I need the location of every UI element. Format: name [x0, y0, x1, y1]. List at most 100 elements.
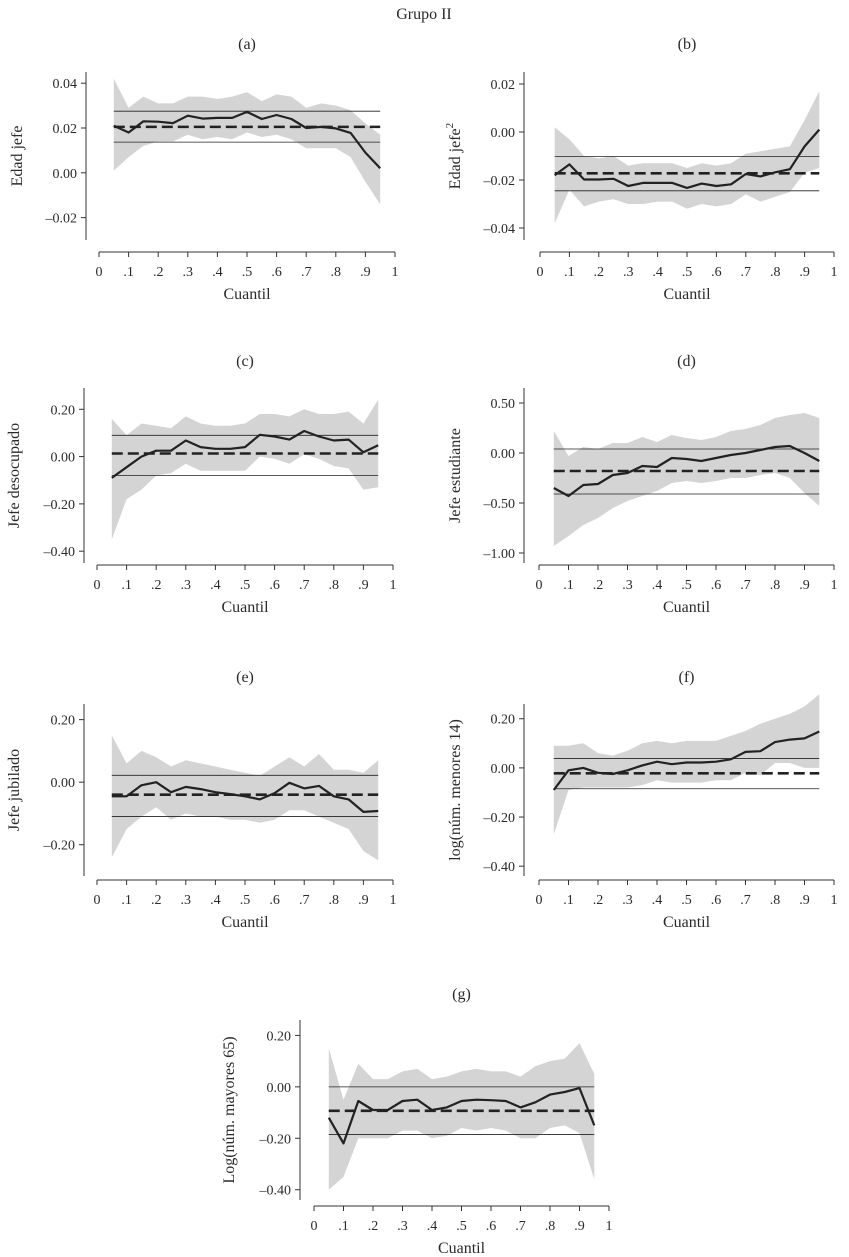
- y-axis-title: Edad jefe2: [444, 123, 464, 189]
- y-tick-label: –0.20: [43, 839, 76, 854]
- x-tick-label: .2: [593, 578, 604, 593]
- confidence-band: [111, 735, 379, 861]
- y-tick-label: –1.00: [483, 547, 516, 562]
- x-tick-label: .8: [770, 893, 781, 908]
- y-tick-label: –0.02: [483, 174, 516, 189]
- y-tick-label: –0.20: [259, 1132, 292, 1147]
- x-tick-label: .7: [299, 578, 310, 593]
- x-tick-label: 0: [311, 1219, 318, 1234]
- quantile-estimate-line: [553, 444, 820, 498]
- x-tick-label: .6: [711, 265, 722, 280]
- y-tick-label: 0.00: [53, 167, 78, 182]
- x-tick-label: .2: [594, 265, 605, 280]
- chart-panel: –0.04 –0.02 0.00 0.02 0 .1 .2 .3 .4 .5 .6 .7 .8 .9 1 Cu…: [444, 36, 838, 303]
- x-tick-label: 0: [94, 893, 101, 908]
- x-tick-label: .4: [210, 893, 221, 908]
- x-tick-label: 1: [831, 893, 838, 908]
- y-tick-label: 0.04: [53, 77, 78, 92]
- x-tick-label: .5: [456, 1219, 467, 1234]
- x-tick-label: .4: [427, 1219, 438, 1234]
- x-tick-label: .1: [338, 1219, 349, 1234]
- y-tick-label: 0.00: [491, 762, 516, 777]
- panel-label: (g): [452, 986, 471, 1003]
- confidence-band: [111, 399, 379, 540]
- y-tick-label: 0.02: [491, 78, 516, 93]
- y-axis-title: log(núm. menores 14): [447, 719, 464, 861]
- y-tick-label: 0.00: [267, 1081, 292, 1096]
- x-tick-label: .7: [301, 265, 312, 280]
- x-tick-label: .3: [397, 1219, 408, 1234]
- x-tick-label: 0: [94, 578, 101, 593]
- x-tick-label: .6: [269, 578, 280, 593]
- x-tick-label: .6: [711, 893, 722, 908]
- x-tick-label: .8: [331, 265, 342, 280]
- quantile-estimate-line: [552, 730, 820, 791]
- x-tick-label: 0: [536, 893, 543, 908]
- y-axis-title: Jefe jubilado: [6, 749, 23, 831]
- x-tick-label: .1: [121, 578, 132, 593]
- y-tick-label: 0.50: [491, 397, 516, 412]
- x-tick-label: 1: [831, 578, 838, 593]
- x-axis-title: Cuantil: [221, 599, 269, 616]
- y-tick-label: –0.40: [259, 1184, 292, 1199]
- panel-label: (e): [236, 669, 254, 686]
- x-tick-label: .6: [271, 265, 282, 280]
- x-tick-label: .4: [652, 893, 663, 908]
- x-tick-label: .9: [360, 265, 371, 280]
- y-tick-label: –0.20: [483, 811, 516, 826]
- x-tick-label: .7: [515, 1219, 526, 1234]
- quantile-estimate-line: [554, 128, 821, 189]
- x-tick-label: 1: [390, 893, 397, 908]
- chart-panel: –1.00 –0.50 0.00 0.50 0 .1 .2 .3 .4 .5 .6 .7 .8 .9 1 Cu…: [447, 353, 838, 616]
- x-tick-label: 1: [390, 578, 397, 593]
- y-tick-label: –0.04: [483, 222, 516, 237]
- x-tick-label: .6: [711, 578, 722, 593]
- x-tick-label: .2: [593, 893, 604, 908]
- y-tick-label: 0.00: [491, 126, 516, 141]
- x-axis-title: Cuantil: [663, 914, 711, 931]
- confidence-band: [113, 78, 381, 205]
- x-tick-label: .9: [574, 1219, 585, 1234]
- y-tick-label: –0.02: [45, 212, 78, 227]
- y-tick-label: –0.40: [43, 545, 76, 560]
- x-tick-label: .2: [151, 578, 162, 593]
- x-tick-label: .5: [681, 578, 692, 593]
- x-tick-label: 0: [537, 265, 544, 280]
- y-axis-title: Log(núm. mayores 65): [221, 1036, 238, 1183]
- x-tick-label: .9: [358, 578, 369, 593]
- y-tick-label: 0.02: [53, 122, 78, 137]
- y-tick-label: –0.40: [483, 860, 516, 875]
- x-tick-label: .1: [564, 265, 575, 280]
- x-tick-label: .1: [123, 265, 134, 280]
- x-tick-label: .4: [652, 578, 663, 593]
- x-tick-label: .8: [545, 1219, 556, 1234]
- chart-panel: –0.40 –0.20 0.00 0.20 0 .1 .2 .3 .4 .5 .6 .7 .8 .9 1 Cu…: [447, 669, 838, 931]
- panel-label: (f): [679, 669, 695, 686]
- x-tick-label: .5: [240, 578, 251, 593]
- x-tick-label: .2: [151, 893, 162, 908]
- confidence-band: [554, 91, 820, 224]
- x-tick-label: 1: [392, 265, 399, 280]
- y-axis-title: Jefe desocupado: [6, 423, 23, 528]
- y-tick-label: 0.00: [51, 776, 76, 791]
- quantile-estimate-line: [111, 429, 379, 479]
- x-axis-title: Cuantil: [663, 599, 711, 616]
- y-axis-title: Jefe estudiante: [447, 428, 464, 523]
- x-tick-label: .8: [329, 893, 340, 908]
- y-tick-label: 0.20: [51, 714, 76, 729]
- confidence-band: [553, 694, 820, 835]
- quantile-estimate-line: [111, 781, 379, 814]
- y-tick-label: 0.20: [491, 713, 516, 728]
- y-axis-title: Edad jefe: [9, 126, 26, 187]
- y-tick-label: –0.50: [483, 497, 516, 512]
- x-tick-label: .3: [181, 893, 192, 908]
- x-tick-label: .5: [681, 893, 692, 908]
- x-tick-label: .6: [486, 1219, 497, 1234]
- x-tick-label: .3: [622, 578, 633, 593]
- x-tick-label: .1: [563, 893, 574, 908]
- x-tick-label: .7: [299, 893, 310, 908]
- x-tick-label: .8: [770, 578, 781, 593]
- y-tick-label: –0.20: [43, 498, 76, 513]
- x-axis-title: Cuantil: [223, 286, 271, 303]
